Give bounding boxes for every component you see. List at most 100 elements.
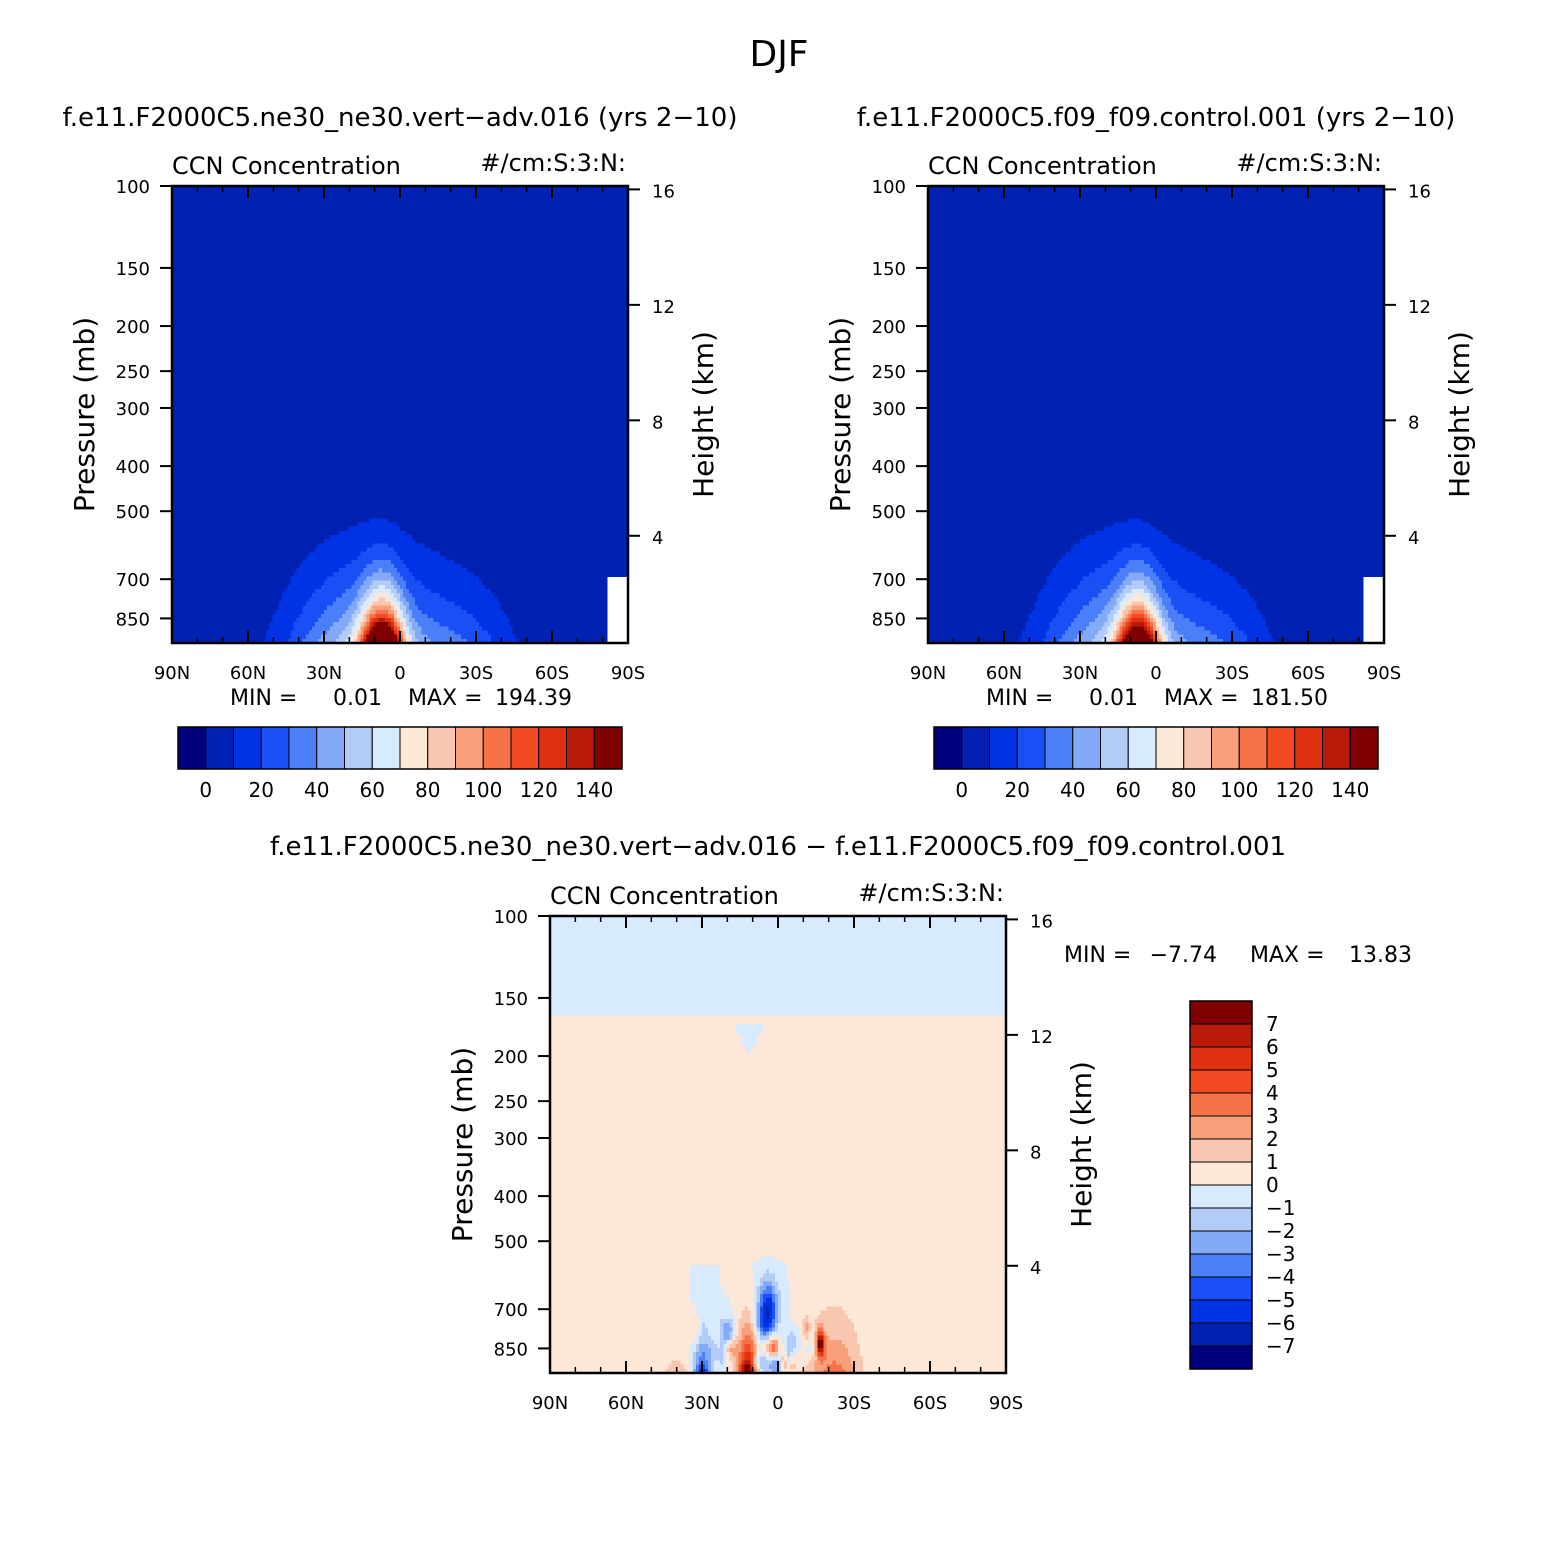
contour-cell xyxy=(506,613,608,619)
contour-cell xyxy=(1052,568,1096,573)
contour-cell xyxy=(1143,572,1157,578)
contour-cell xyxy=(550,1335,697,1341)
contour-cell xyxy=(808,1327,813,1333)
contour-cell xyxy=(1165,626,1169,632)
contour-cell xyxy=(778,1360,782,1366)
contour-cell xyxy=(1156,613,1160,619)
contour-cell xyxy=(741,1310,752,1316)
contour-cell xyxy=(1149,601,1154,607)
contour-cell xyxy=(823,1339,828,1345)
contour-cell xyxy=(550,1302,694,1308)
y-tick-label: 100 xyxy=(116,177,150,198)
contour-cell xyxy=(735,1360,740,1366)
contour-cell xyxy=(781,1318,794,1324)
contour-cell xyxy=(396,580,407,586)
colorbar-label: 80 xyxy=(1171,778,1196,802)
contour-cell xyxy=(695,1364,700,1370)
contour-cell xyxy=(403,609,407,615)
contour-cell xyxy=(1122,588,1133,594)
contour-cell xyxy=(771,1294,776,1299)
contour-cell xyxy=(1122,618,1127,623)
contour-cell xyxy=(689,1289,724,1295)
contour-cell xyxy=(928,302,1385,308)
contour-cell xyxy=(708,1327,721,1333)
contour-cell xyxy=(357,605,362,611)
contour-cell xyxy=(790,1306,828,1312)
contour-cell xyxy=(172,244,629,249)
contour-cell xyxy=(172,539,325,544)
contour-cell xyxy=(747,1306,755,1312)
contour-cell xyxy=(550,940,1007,946)
contour-cell xyxy=(683,1364,691,1370)
contour-cell xyxy=(412,634,416,640)
contour-cell xyxy=(714,1339,721,1345)
contour-cell xyxy=(550,1231,1007,1237)
contour-cell xyxy=(1162,613,1169,619)
colorbar-swatch xyxy=(1189,1000,1253,1025)
contour-cell xyxy=(1067,593,1099,598)
contour-cell xyxy=(172,613,273,619)
contour-cell xyxy=(172,219,629,224)
contour-cell xyxy=(735,1368,740,1374)
contour-cell xyxy=(412,572,474,578)
colorbar-swatch xyxy=(1189,1253,1253,1278)
contour-cell xyxy=(808,1343,813,1349)
contour-cell xyxy=(750,1323,755,1328)
contour-cell xyxy=(1119,630,1124,636)
contour-cell xyxy=(1152,626,1157,632)
contour-cell xyxy=(928,497,1385,503)
contour-cell xyxy=(1086,534,1169,540)
x-tick-label: 60N xyxy=(230,663,266,684)
colorbar-swatch xyxy=(344,726,373,770)
contour-cell xyxy=(369,609,377,615)
contour-cell xyxy=(811,1327,816,1333)
contour-cell xyxy=(689,1298,730,1303)
contour-cell xyxy=(705,1368,709,1374)
contour-cell xyxy=(1064,597,1093,603)
contour-cell xyxy=(550,1053,1007,1058)
contour-cell xyxy=(863,1368,1007,1374)
contour-cell xyxy=(550,1269,691,1274)
contour-cell xyxy=(787,1264,1007,1270)
contour-cell xyxy=(357,638,362,644)
contour-cell xyxy=(928,451,1385,457)
contour-cell xyxy=(550,1364,670,1370)
contour-cell xyxy=(768,1306,773,1312)
contour-cell xyxy=(1210,630,1245,636)
contour-cell xyxy=(771,1339,779,1345)
contour-cell xyxy=(689,1281,721,1287)
colorbar-label: 20 xyxy=(1005,778,1030,802)
colorbar-swatch xyxy=(1189,1115,1253,1140)
contour-cell xyxy=(695,1348,700,1353)
contour-cell xyxy=(393,576,404,582)
contour-cell xyxy=(729,1356,737,1362)
contour-cell xyxy=(172,397,629,403)
contour-cell xyxy=(928,485,1385,490)
contour-cell xyxy=(1019,638,1045,644)
contour-cell xyxy=(550,1244,1007,1249)
colorbar-label: 7 xyxy=(1266,1012,1279,1036)
contour-cell xyxy=(759,1281,764,1287)
contour-cell xyxy=(1216,564,1385,569)
contour-cell xyxy=(759,1352,767,1357)
contour-cell xyxy=(396,605,401,611)
contour-cell xyxy=(550,1011,1007,1017)
contour-cell xyxy=(172,289,629,295)
colorbar-label: −4 xyxy=(1266,1265,1295,1289)
contour-cell xyxy=(1107,584,1121,590)
contour-cell xyxy=(272,618,298,623)
contour-cell xyxy=(759,1339,767,1345)
contour-cell xyxy=(844,1310,1007,1316)
contour-cell xyxy=(850,1356,864,1362)
contour-cell xyxy=(172,269,629,274)
min-value: 0.01 xyxy=(1089,686,1138,711)
contour-cell xyxy=(808,1360,816,1366)
contour-cell xyxy=(550,1339,694,1345)
contour-cell xyxy=(1159,576,1172,582)
contour-cell xyxy=(412,626,422,632)
contour-cell xyxy=(1140,543,1181,549)
contour-cell xyxy=(1162,618,1166,623)
contour-cell xyxy=(550,961,1007,967)
contour-cell xyxy=(403,626,407,632)
contour-cell xyxy=(1171,576,1236,582)
